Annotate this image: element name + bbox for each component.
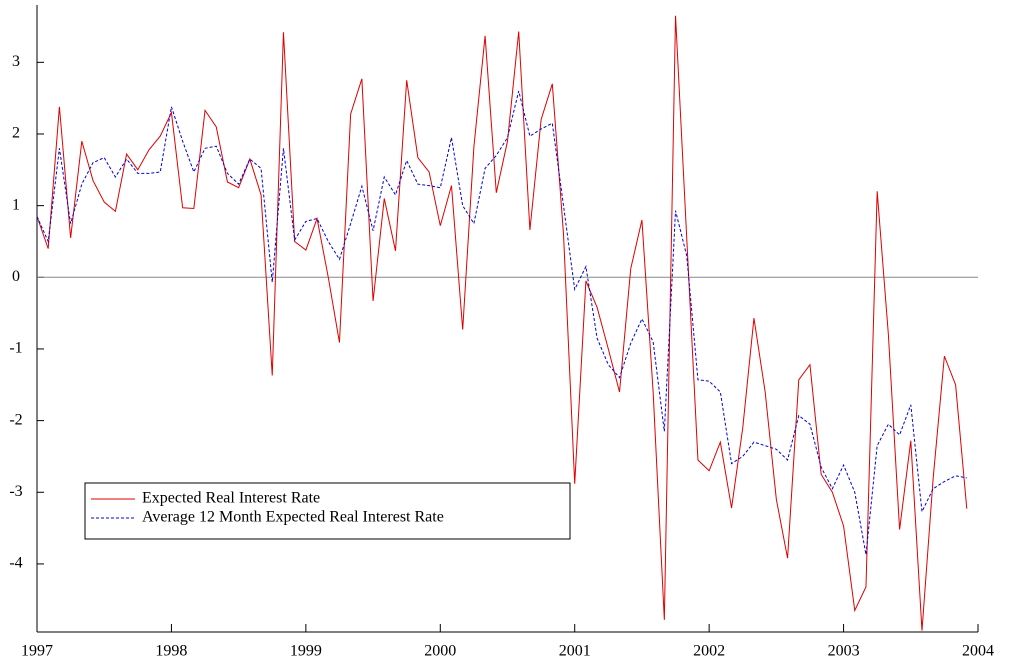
x-tick-label: 2001	[559, 643, 591, 660]
y-tick-label: 2	[12, 125, 20, 142]
x-tick-label: 1998	[155, 643, 187, 660]
y-tick-label: 3	[12, 53, 20, 70]
y-tick-label: -3	[9, 483, 22, 500]
x-tick-label: 2002	[693, 643, 725, 660]
legend: Expected Real Interest Rate Average 12 Mo…	[84, 482, 571, 540]
x-tick-label: 1997	[21, 643, 53, 660]
legend-label: Expected Real Interest Rate	[142, 490, 320, 507]
legend-label: Average 12 Month Expected Real Interest …	[142, 509, 444, 526]
y-tick-label: -1	[9, 340, 22, 357]
x-tick-label: 2004	[962, 643, 994, 660]
y-tick-label: 1	[12, 196, 20, 213]
y-tick-label: 0	[12, 268, 20, 285]
x-tick-label: 1999	[290, 643, 322, 660]
y-tick-label: -4	[9, 555, 22, 572]
legend-box	[84, 482, 571, 540]
x-tick-label: 2003	[828, 643, 860, 660]
series-line	[36, 15, 968, 631]
x-tick-label: 2000	[424, 643, 456, 660]
y-tick-label: -2	[9, 411, 22, 428]
